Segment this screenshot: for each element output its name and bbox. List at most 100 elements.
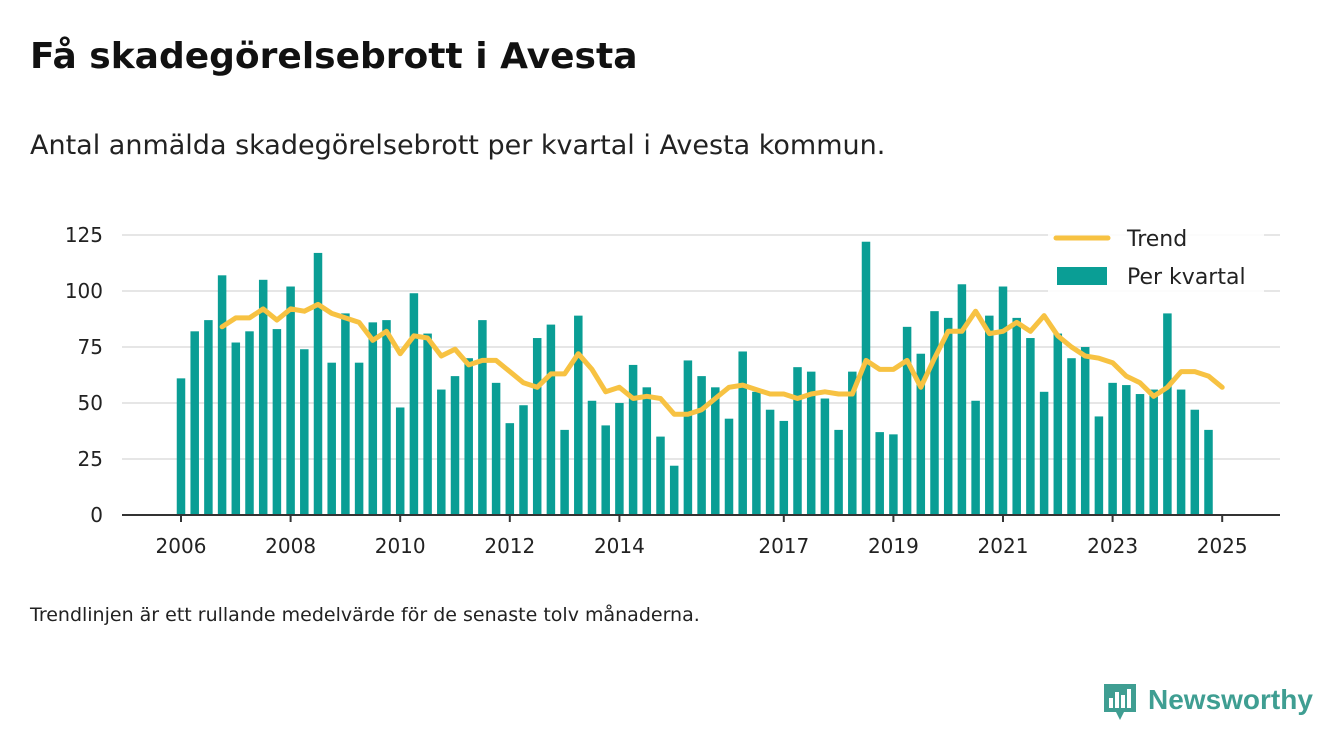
bar <box>1190 409 1200 515</box>
bar <box>1163 313 1172 515</box>
bar <box>930 311 939 515</box>
legend: Trend Per kvartal <box>1048 222 1264 300</box>
bar <box>204 320 213 515</box>
bar <box>1149 389 1158 515</box>
chart-subtitle: Antal anmälda skadegörelsebrott per kvar… <box>30 130 886 161</box>
bar <box>176 378 186 515</box>
bar <box>532 338 542 515</box>
bar <box>1026 338 1035 515</box>
bar <box>1176 389 1186 515</box>
x-tick-label: 2017 <box>758 534 809 558</box>
bar-series-per-kvartal <box>176 241 1213 516</box>
bar <box>245 331 254 515</box>
trend-line <box>219 301 1225 417</box>
y-axis-ticks: 0 25 50 75 100 125 <box>65 223 103 527</box>
bar <box>464 358 473 515</box>
bar <box>341 313 350 515</box>
bar <box>971 400 980 515</box>
bar <box>683 360 693 515</box>
bar <box>916 353 926 515</box>
bar <box>272 329 282 515</box>
bar <box>450 376 460 515</box>
brand-name: Newsworthy <box>1148 684 1313 715</box>
bar <box>779 420 789 515</box>
bar <box>1122 385 1131 515</box>
bar <box>423 333 432 515</box>
x-tick-label: 2008 <box>265 534 316 558</box>
y-tick-label: 25 <box>78 447 103 471</box>
bar <box>546 324 556 515</box>
bar <box>574 315 583 515</box>
x-tick-label: 2014 <box>594 534 645 558</box>
legend-background <box>1048 222 1264 300</box>
x-axis-ticks: 2006 2008 2010 2012 2014 2017 2019 2021 2023 2025 <box>156 515 1248 558</box>
bar <box>300 349 309 515</box>
bar <box>1012 317 1021 515</box>
bar <box>601 425 610 515</box>
bar <box>861 241 871 515</box>
bar <box>1204 429 1213 515</box>
newsworthy-logo-icon <box>1104 684 1136 720</box>
bar <box>875 432 884 515</box>
bar <box>1135 394 1145 515</box>
bar <box>1067 358 1076 515</box>
y-tick-label: 0 <box>90 503 103 527</box>
y-tick-label: 125 <box>65 223 103 247</box>
bar <box>190 331 199 515</box>
bar <box>697 376 706 515</box>
bar <box>642 387 652 515</box>
bar <box>1080 347 1090 515</box>
bar <box>1053 333 1063 515</box>
bar <box>628 364 638 515</box>
bar <box>793 367 802 515</box>
bar <box>806 371 816 515</box>
bar <box>231 342 241 515</box>
bar <box>943 317 953 515</box>
bar <box>382 320 391 515</box>
bar <box>752 391 761 515</box>
x-tick-label: 2006 <box>156 534 207 558</box>
bar <box>395 407 405 515</box>
bar <box>711 387 720 515</box>
bar <box>368 322 378 515</box>
bar <box>985 315 994 515</box>
bar <box>889 434 898 515</box>
bar <box>409 293 419 515</box>
bar <box>437 389 446 515</box>
bar <box>217 275 227 515</box>
x-tick-label: 2023 <box>1087 534 1138 558</box>
x-tick-label: 2012 <box>484 534 535 558</box>
bar <box>724 418 734 515</box>
bar <box>491 382 501 515</box>
bar <box>286 286 295 515</box>
legend-trend-label: Trend <box>1126 227 1187 252</box>
bar <box>258 279 268 515</box>
x-tick-label: 2025 <box>1197 534 1248 558</box>
x-tick-label: 2021 <box>978 534 1029 558</box>
bar <box>505 423 515 515</box>
bar <box>327 362 336 515</box>
y-tick-label: 75 <box>78 335 103 359</box>
bar <box>738 351 747 515</box>
y-tick-label: 100 <box>65 279 103 303</box>
brand-logo: Newsworthy <box>1102 682 1317 722</box>
x-tick-label: 2019 <box>868 534 919 558</box>
footnote: Trendlinjen är ett rullande medelvärde f… <box>30 604 700 626</box>
bar <box>615 403 624 515</box>
bar <box>902 326 912 515</box>
bar <box>560 429 569 515</box>
bar <box>478 320 487 515</box>
bar <box>669 465 679 515</box>
bar <box>820 398 830 515</box>
bar <box>656 436 665 515</box>
bar <box>587 400 597 515</box>
bar <box>765 409 775 515</box>
y-tick-label: 50 <box>78 391 103 415</box>
bar <box>1039 391 1049 515</box>
bar <box>354 362 364 515</box>
legend-per-kvartal-label: Per kvartal <box>1127 265 1246 290</box>
x-tick-label: 2010 <box>375 534 426 558</box>
bar <box>313 252 323 516</box>
bar <box>519 405 528 515</box>
